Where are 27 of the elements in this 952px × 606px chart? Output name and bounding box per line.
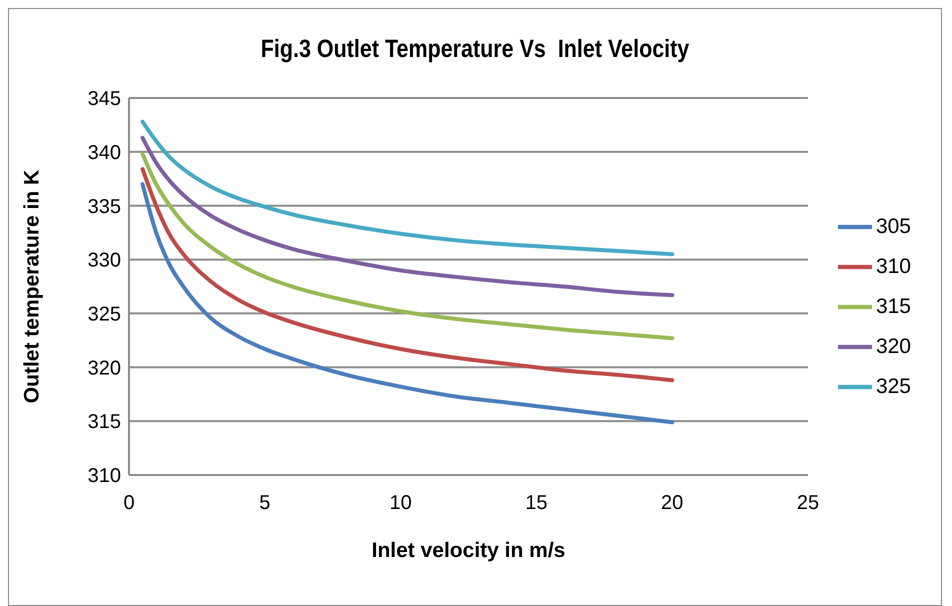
x-tick-label: 15 [525, 492, 548, 514]
line-series [140, 152, 674, 340]
y-tick-label: 315 [88, 411, 121, 434]
line-series [140, 167, 674, 382]
x-tick-label: 10 [389, 492, 412, 514]
x-axis-title: Inlet velocity in m/s [372, 539, 566, 562]
x-tick-label: 5 [259, 492, 270, 514]
y-tick-label: 320 [88, 357, 121, 380]
y-tick-label: 335 [88, 196, 121, 218]
line-series [140, 182, 674, 424]
chart-title: Fig.3 Outlet Temperature Vs Inlet Velocity [260, 35, 690, 64]
y-tick-label: 325 [88, 304, 121, 326]
x-tick-label: 20 [661, 492, 684, 514]
legend-label: 305 [876, 215, 911, 238]
y-tick-label: 310 [88, 465, 121, 488]
x-tick-label: 0 [123, 492, 135, 514]
line-series [140, 136, 674, 298]
legend-label: 315 [876, 295, 911, 318]
x-tick-label: 25 [796, 492, 820, 514]
legend-label: 325 [876, 375, 911, 398]
y-tick-label: 340 [88, 142, 121, 164]
legend-label: 320 [876, 335, 911, 358]
line-series [140, 120, 674, 256]
y-tick-label: 345 [88, 88, 121, 110]
y-axis-title: Outlet temperature in K [20, 170, 44, 404]
legend-label: 310 [876, 255, 911, 278]
y-tick-label: 330 [88, 250, 121, 272]
